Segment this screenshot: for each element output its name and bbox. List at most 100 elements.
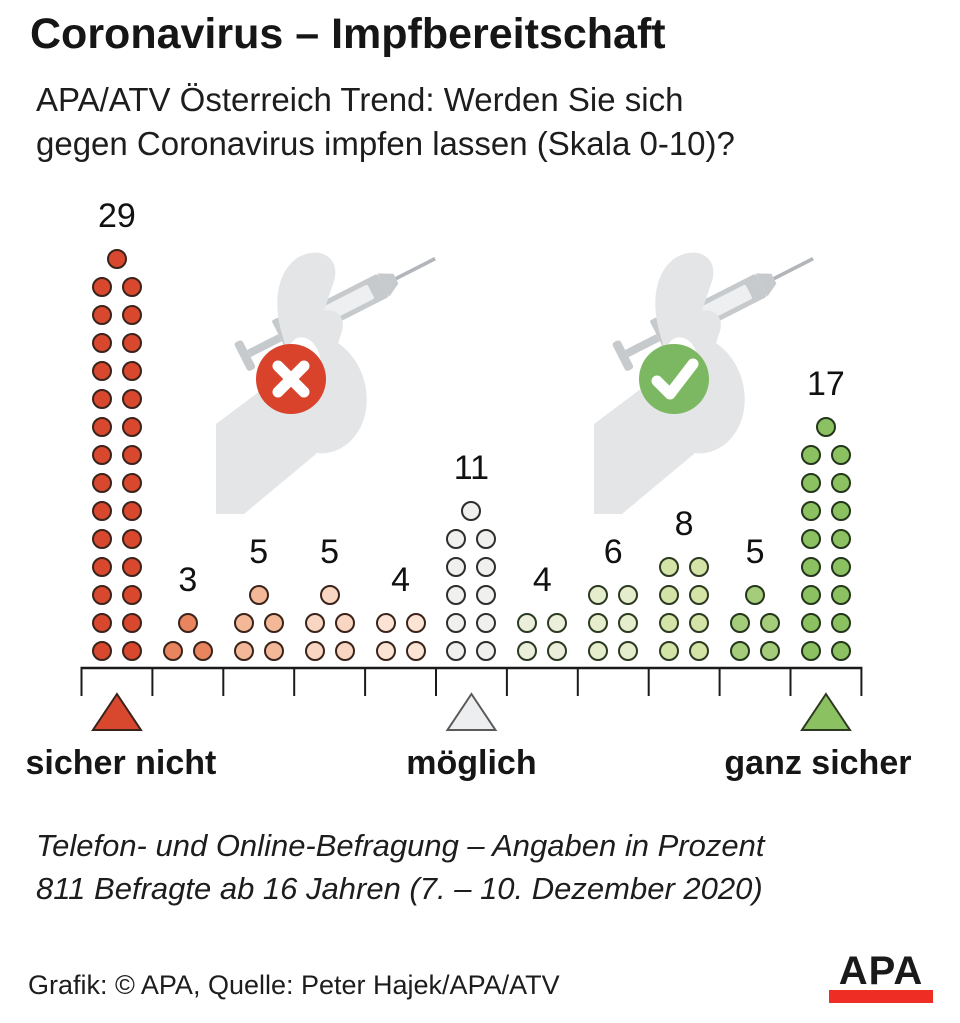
dot: [618, 585, 639, 605]
dot-row: [91, 333, 142, 353]
dot: [91, 557, 112, 577]
value-label-9: 5: [745, 533, 765, 571]
dot-row: [446, 557, 497, 577]
footnote: Telefon- und Online-Befragung – Angaben …: [36, 824, 764, 910]
value-label-7: 6: [603, 533, 623, 571]
dot: [588, 641, 609, 661]
dot: [730, 641, 751, 661]
dot: [760, 641, 781, 661]
dot-row: [233, 641, 284, 661]
dot: [91, 333, 112, 353]
dot: [304, 613, 325, 633]
dot: [800, 641, 821, 661]
dot: [233, 641, 254, 661]
dot: [659, 613, 680, 633]
dot-row: [375, 613, 426, 633]
dot-row: [446, 529, 497, 549]
dot-row: [375, 641, 426, 661]
dot-row: [91, 305, 142, 325]
axis-label-mid: möglich: [406, 744, 537, 782]
dot: [91, 613, 112, 633]
value-label-6: 4: [532, 561, 552, 599]
scale-axis: [80, 666, 863, 731]
dot: [334, 613, 355, 633]
apa-logo-text: APA: [838, 949, 924, 993]
dot-row: [91, 613, 142, 633]
dot-row: [517, 613, 568, 633]
dot: [689, 557, 710, 577]
value-label-5: 11: [453, 449, 490, 487]
dot-row: [91, 501, 142, 521]
apa-logo: APA: [829, 949, 933, 1003]
subtitle-line-2: gegen Coronavirus impfen lassen (Skala 0…: [36, 125, 735, 162]
dot-row: [800, 529, 851, 549]
dot-row: [588, 641, 639, 661]
dot: [405, 613, 426, 633]
value-label-0: 29: [98, 197, 136, 235]
dot: [375, 641, 396, 661]
dot: [517, 613, 538, 633]
dot: [659, 585, 680, 605]
dot-row: [745, 585, 766, 605]
axis-label-max: ganz sicher: [724, 744, 912, 782]
value-label-4: 4: [391, 561, 410, 599]
dot: [319, 585, 340, 605]
dot: [121, 641, 142, 661]
dot: [659, 557, 680, 577]
marker-triangle-0: [91, 692, 143, 731]
footnote-line-1: Telefon- und Online-Befragung – Angaben …: [36, 828, 765, 863]
dot: [659, 641, 680, 661]
dot: [730, 613, 751, 633]
dot-row: [446, 585, 497, 605]
dot: [91, 389, 112, 409]
axis-label-min: sicher nicht: [25, 744, 217, 782]
dot: [121, 473, 142, 493]
dot: [91, 529, 112, 549]
dot-row: [233, 613, 284, 633]
dot: [446, 529, 467, 549]
dot-row: [91, 445, 142, 465]
footnote-line-2: 811 Befragte ab 16 Jahren (7. – 10. Deze…: [36, 871, 763, 906]
dot: [461, 501, 482, 521]
apa-logo-red-bar: [829, 990, 933, 1003]
marker-triangle-5: [445, 692, 498, 731]
dot: [121, 613, 142, 633]
dot: [375, 613, 396, 633]
page-title: Coronavirus – Impfbereitschaft: [30, 10, 666, 58]
dot: [121, 557, 142, 577]
dot-row: [800, 641, 851, 661]
dot-row: [304, 641, 355, 661]
dot: [760, 613, 781, 633]
dot-row: [461, 501, 482, 521]
value-label-1: 3: [178, 561, 198, 599]
dot: [446, 641, 467, 661]
dot-column-6: 4: [517, 561, 568, 661]
dot: [588, 585, 609, 605]
dot-row: [446, 613, 497, 633]
dot: [405, 641, 426, 661]
dot: [177, 613, 198, 633]
dot: [121, 389, 142, 409]
dot-row: [91, 473, 142, 493]
dot-row: [319, 585, 340, 605]
dot: [689, 613, 710, 633]
dot: [588, 613, 609, 633]
dot: [830, 641, 851, 661]
dot: [162, 641, 183, 661]
dot-row: [91, 585, 142, 605]
subtitle-line-1: APA/ATV Österreich Trend: Werden Sie sic…: [36, 81, 684, 118]
dot-row: [517, 641, 568, 661]
value-label-2: 5: [249, 533, 269, 571]
dot-column-7: 6: [588, 533, 639, 661]
dot: [689, 641, 710, 661]
dot-row: [91, 417, 142, 437]
dot-row: [588, 613, 639, 633]
dot: [91, 445, 112, 465]
dot: [830, 557, 851, 577]
dot-row: [659, 613, 710, 633]
dot: [106, 249, 127, 269]
subtitle: APA/ATV Österreich Trend: Werden Sie sic…: [36, 78, 735, 166]
dot-row: [800, 613, 851, 633]
syringe-accept-illustration: [594, 252, 814, 514]
dot: [446, 585, 467, 605]
